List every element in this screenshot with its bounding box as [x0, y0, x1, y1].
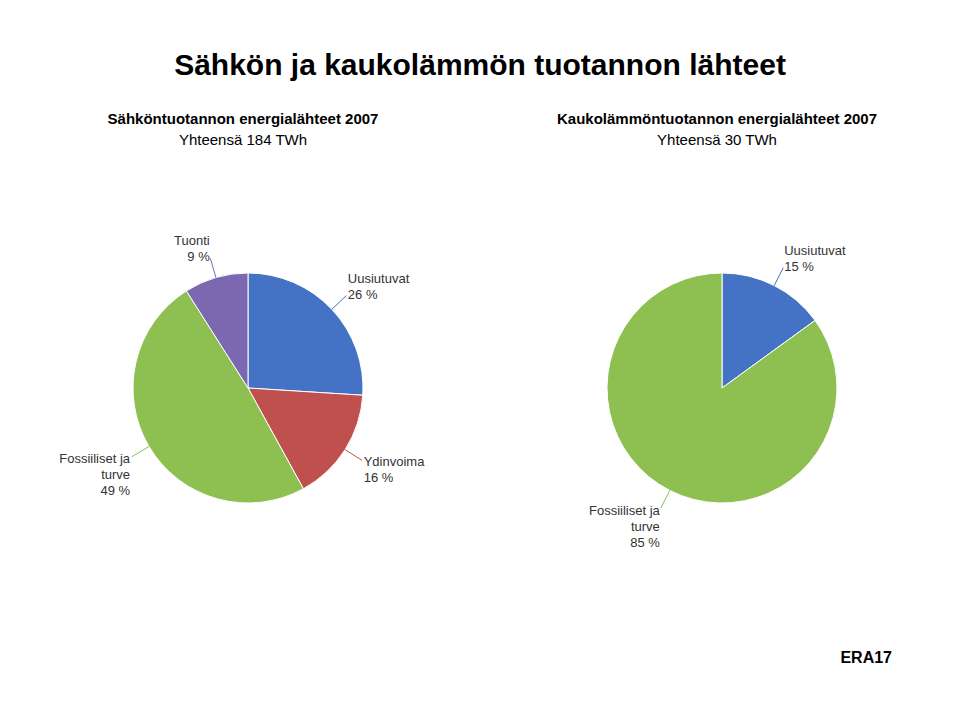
svg-text:Fossiiliset jaturve49 %: Fossiiliset jaturve49 % [59, 450, 131, 497]
html-text:Yhteensä 30 TWh: Yhteensä 30 TWh [657, 131, 777, 148]
svg-text:Uusiutuvat26 %: Uusiutuvat26 % [348, 271, 410, 302]
html-text:Sähkön ja kaukolämmön tuotanno: Sähkön ja kaukolämmön tuotannon lähteet [174, 48, 786, 81]
html-text:Yhteensä 184 TWh: Yhteensä 184 TWh [178, 131, 308, 148]
html-text:Kaukolämmöntuotannon energialä: Kaukolämmöntuotannon energialähteet 2007 [557, 110, 877, 127]
svg-text:Fossiiliset jaturve85 %: Fossiiliset jaturve85 % [589, 503, 661, 550]
svg-text:Ydinvoima16 %: Ydinvoima16 % [364, 454, 425, 485]
svg-text:Tuonti9 %: Tuonti9 % [174, 233, 210, 264]
html-text:ERA17: ERA17 [840, 649, 892, 666]
svg-text:Uusiutuvat15 %: Uusiutuvat15 % [784, 242, 846, 273]
html-text:Sähköntuotannon energialähteet: Sähköntuotannon energialähteet 2007 [107, 110, 379, 127]
